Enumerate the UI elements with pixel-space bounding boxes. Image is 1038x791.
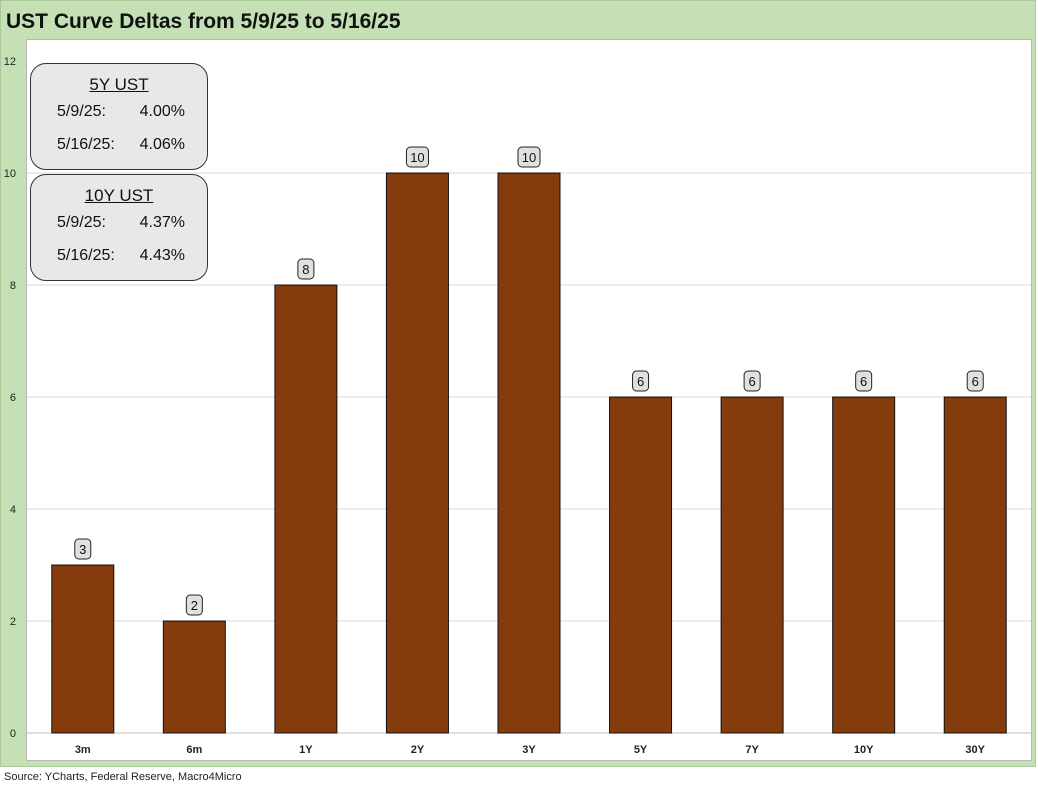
info-box-row: 5/9/25: 4.37% [31, 214, 207, 232]
data-label: 10 [522, 150, 536, 165]
info-box-row: 5/9/25: 4.00% [31, 103, 207, 121]
info-box-10y: 10Y UST 5/9/25: 4.37% 5/16/25: 4.43% [30, 174, 208, 281]
source-note: Source: YCharts, Federal Reserve, Macro4… [4, 771, 242, 783]
bar-2y [385, 172, 449, 734]
x-tick-label: 7Y [745, 744, 759, 756]
data-label-box [74, 538, 92, 560]
info-box-row: 5/16/25: 4.06% [31, 136, 207, 154]
x-tick-label: 3Y [522, 744, 536, 756]
bar-3y [497, 172, 561, 734]
data-label-box [185, 594, 203, 616]
x-tick-label: 6m [186, 744, 202, 756]
y-tick-label: 0 [10, 728, 16, 740]
data-label: 2 [191, 598, 198, 613]
info-box-row: 5/16/25: 4.43% [31, 247, 207, 265]
data-label-box [855, 370, 873, 392]
bar-chart: 0 2 4 6 8 10 12 3 3m 2 6m 8 1Y 10 2Y 10 3Y 6 5Y 6 7Y 6 10Y 6 30Y [4, 56, 1031, 756]
x-tick-label: 5Y [634, 744, 648, 756]
info-box-date: 5/9/25: [57, 214, 106, 231]
y-tick-label: 6 [10, 392, 16, 404]
y-tick-label: 2 [10, 616, 16, 628]
data-label-box [297, 258, 315, 280]
info-box-title: 10Y UST [84, 186, 154, 205]
y-tick-label: 8 [10, 280, 16, 292]
x-tick-label: 3m [75, 744, 91, 756]
data-label: 6 [748, 374, 755, 389]
y-tick-label: 10 [4, 168, 16, 180]
data-label-box [517, 146, 541, 168]
y-tick-label: 12 [4, 56, 16, 68]
data-label-box [405, 146, 429, 168]
bar-6m [162, 620, 226, 734]
data-label: 10 [410, 150, 424, 165]
data-label-box [743, 370, 761, 392]
x-tick-label: 30Y [965, 744, 985, 756]
info-box-date: 5/16/25: [57, 136, 115, 153]
bar-3m [51, 564, 115, 734]
data-label: 8 [302, 262, 309, 277]
data-label: 6 [972, 374, 979, 389]
info-box-value: 4.06% [139, 136, 185, 153]
bar-30y [943, 396, 1007, 734]
info-box-date: 5/16/25: [57, 247, 115, 264]
y-tick-label: 4 [10, 504, 16, 516]
info-box-value: 4.43% [139, 247, 185, 264]
data-label-box [632, 370, 650, 392]
info-box-date: 5/9/25: [57, 103, 106, 120]
info-box-value: 4.00% [139, 103, 185, 120]
bar-10y [832, 396, 896, 734]
x-tick-label: 10Y [854, 744, 874, 756]
x-tick-label: 1Y [299, 744, 313, 756]
bar-5y [609, 396, 673, 734]
data-label-box [966, 370, 984, 392]
data-label: 6 [637, 374, 644, 389]
bar-1y [274, 284, 338, 734]
info-box-value: 4.37% [139, 214, 185, 231]
info-box-5y: 5Y UST 5/9/25: 4.00% 5/16/25: 4.06% [30, 63, 208, 170]
chart-title: UST Curve Deltas from 5/9/25 to 5/16/25 [6, 10, 401, 33]
x-tick-label: 2Y [411, 744, 425, 756]
data-label: 3 [79, 542, 86, 557]
data-label: 6 [860, 374, 867, 389]
info-box-title: 5Y UST [89, 75, 149, 94]
bar-7y [720, 396, 784, 734]
